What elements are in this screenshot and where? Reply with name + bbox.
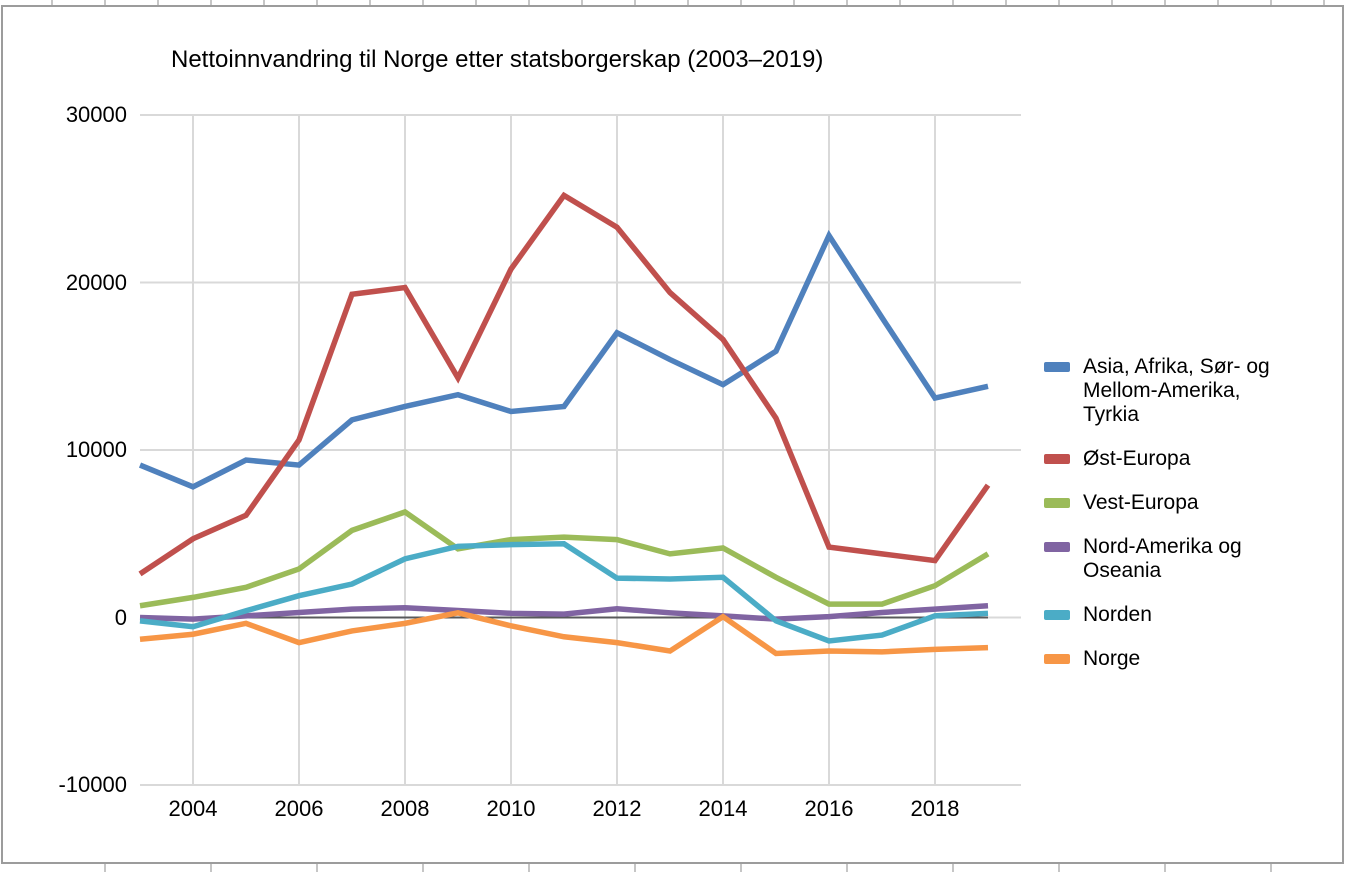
legend-label-st-europa: Øst-Europa <box>1083 447 1191 470</box>
legend-item-norden: Norden <box>1044 603 1340 627</box>
legend-label-norge: Norge <box>1083 647 1141 670</box>
legend-item-nord-amerika-og-oseania: Nord-Amerika og Oseania <box>1044 535 1340 583</box>
x-axis-tick-label-2010: 2010 <box>486 796 536 821</box>
y-axis-tick-label-30000: 30000 <box>65 102 127 127</box>
x-axis-tick-label-2006: 2006 <box>274 796 324 821</box>
legend-item-asia-afrika-s-r-og-mellom-amerika-tyrkia: Asia, Afrika, Sør- og Mellom-Amerika, Ty… <box>1044 355 1340 427</box>
spreadsheet-gridline-ticks-bottom <box>0 864 1345 872</box>
legend-swatch-norden <box>1044 610 1070 620</box>
x-axis-tick-label-2004: 2004 <box>168 796 218 821</box>
legend-swatch-norge <box>1044 654 1070 664</box>
series-line-norge <box>139 609 989 657</box>
legend-item-st-europa: Øst-Europa <box>1044 447 1340 471</box>
legend-label-norden: Norden <box>1083 603 1152 626</box>
y-axis-tick-label--10000: -10000 <box>58 772 127 797</box>
legend-swatch-nord-amerika-og-oseania <box>1044 542 1070 552</box>
legend: Asia, Afrika, Sør- og Mellom-Amerika, Ty… <box>1044 355 1340 691</box>
y-axis-tick-label-20000: 20000 <box>65 269 127 295</box>
series-line-nord-amerika-og-oseania <box>139 603 989 622</box>
x-axis-tick-label-2014: 2014 <box>698 796 748 821</box>
legend-swatch-vest-europa <box>1044 498 1070 508</box>
legend-swatch-st-europa <box>1044 454 1070 464</box>
x-axis-tick-label-2018: 2018 <box>910 796 960 821</box>
y-axis-tick-label-10000: 10000 <box>65 437 127 462</box>
legend-label-asia-afrika-s-r-og-mellom-amerika-tyrkia: Asia, Afrika, Sør- og Mellom-Amerika, Ty… <box>1083 355 1270 426</box>
y-axis-tick-label-0: 0 <box>114 604 127 630</box>
series-line-norden <box>139 541 989 644</box>
chart-frame-border <box>1 5 1344 864</box>
legend-swatch-asia-afrika-s-r-og-mellom-amerika-tyrkia <box>1044 362 1070 372</box>
x-axis-tick-label-2012: 2012 <box>592 796 642 821</box>
x-axis-tick-label-2016: 2016 <box>804 796 854 821</box>
legend-label-nord-amerika-og-oseania: Nord-Amerika og Oseania <box>1083 535 1242 582</box>
legend-item-vest-europa: Vest-Europa <box>1044 491 1340 515</box>
series-line-vest-europa <box>139 508 990 609</box>
spreadsheet-gridline-ticks-top <box>0 0 1345 5</box>
x-axis-tick-label-2008: 2008 <box>380 796 430 821</box>
series-line-st-europa <box>138 191 991 577</box>
legend-item-norge: Norge <box>1044 647 1340 671</box>
legend-label-vest-europa: Vest-Europa <box>1083 491 1199 514</box>
chart-title: Nettoinnvandring til Norge etter statsbo… <box>171 46 824 73</box>
